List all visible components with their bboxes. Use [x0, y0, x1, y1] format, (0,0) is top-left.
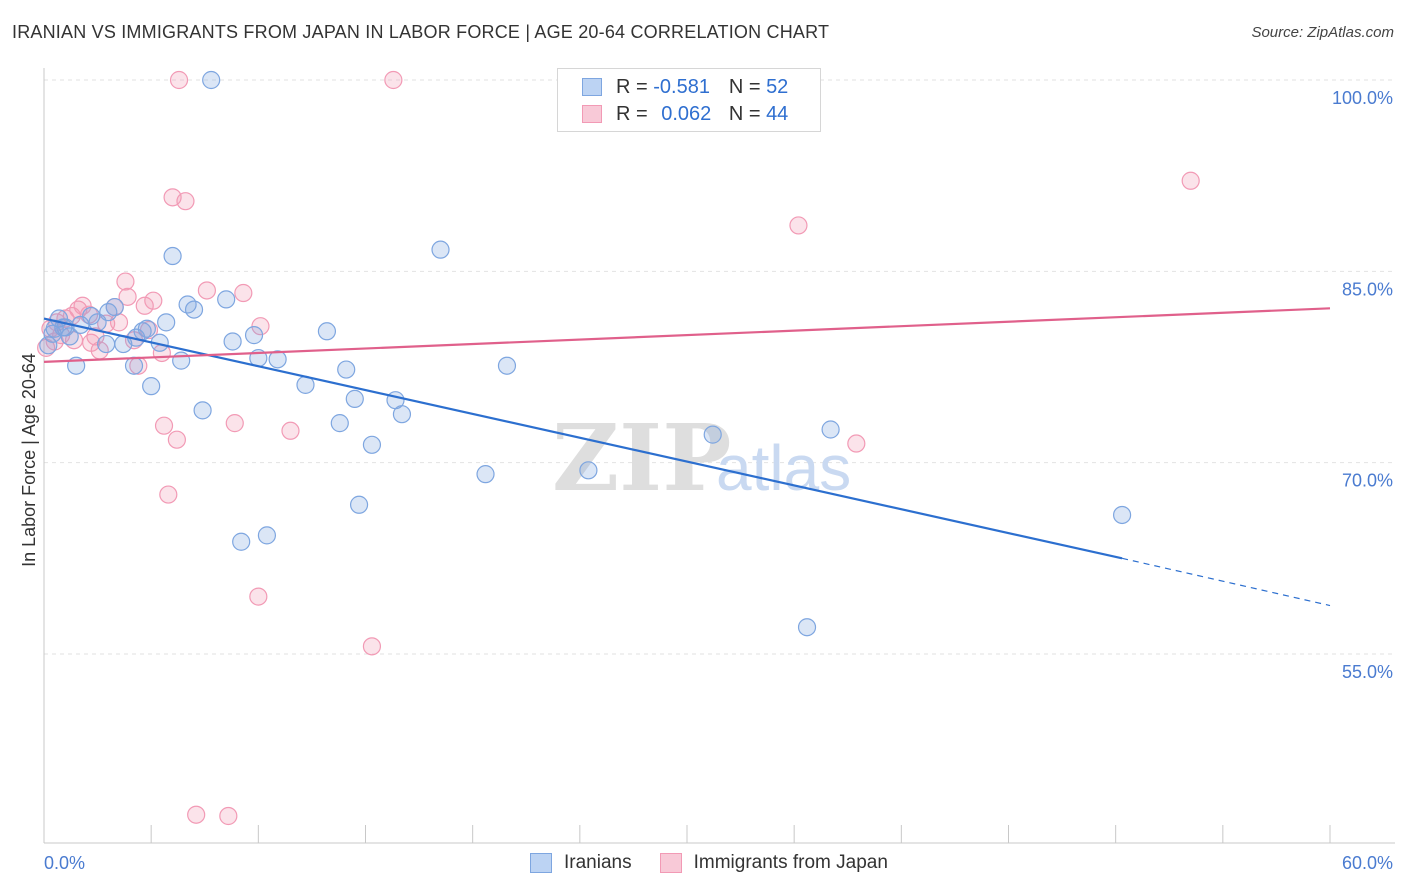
japan-point: [135, 296, 154, 315]
legend-r-label: R =: [616, 102, 648, 125]
data-points: [37, 70, 1200, 826]
y-tick-label: 70.0%: [1342, 471, 1393, 491]
legend-n-label: N =: [728, 75, 761, 98]
japan-trend-line: [43, 307, 1331, 363]
japan-point: [144, 291, 163, 310]
source-credit: Source: ZipAtlas.com: [1251, 24, 1394, 41]
iranian-point: [163, 246, 182, 266]
chart-title: IRANIAN VS IMMIGRANTS FROM JAPAN IN LABO…: [12, 22, 830, 42]
iranian-point: [184, 300, 204, 319]
japan-point: [159, 485, 178, 504]
japan-point: [116, 272, 135, 291]
iranian-point: [244, 326, 264, 345]
legend-swatch: [659, 853, 682, 873]
japan-point: [197, 281, 216, 300]
iranian-point: [97, 334, 116, 354]
iranian-point: [257, 526, 277, 545]
japan-point: [118, 287, 137, 306]
tick-labels: 100.0% 85.0% 70.0% 55.0% 0.0% 60.0%: [44, 88, 1393, 873]
legend-r-value: -0.581: [653, 75, 710, 98]
iranian-point: [317, 322, 337, 341]
japan-point: [187, 805, 206, 824]
legend-swatch: [530, 853, 552, 873]
x-tick-label: 60.0%: [1342, 853, 1393, 873]
iranian-point: [172, 351, 191, 370]
iranian-point: [223, 332, 242, 351]
japan-point: [249, 587, 268, 606]
iranian-point: [39, 336, 58, 355]
stats-legend: R = -0.581 N = 52 R = 0.062 N = 44: [557, 68, 821, 132]
iranian-point: [124, 356, 144, 375]
iranian-point: [1112, 505, 1132, 525]
iranian-point: [392, 405, 412, 424]
iranian-point: [497, 356, 517, 375]
iranian-point: [703, 425, 722, 444]
iranian-point: [217, 290, 236, 309]
legend-item-iranians[interactable]: Iranians: [530, 852, 632, 874]
iranians-trend-line: [43, 317, 1123, 560]
iranian-point: [142, 377, 161, 396]
legend-swatch-japan: [582, 105, 602, 123]
legend-n-label: N =: [728, 102, 761, 125]
legend-label: Iranians: [564, 852, 632, 873]
iranian-point: [337, 360, 356, 379]
x-tick-label: 0.0%: [44, 853, 85, 873]
japan-point: [281, 421, 300, 440]
gridlines: [44, 79, 1395, 655]
japan-point: [251, 317, 270, 336]
japan-point: [847, 434, 866, 453]
legend-label: Immigrants from Japan: [693, 852, 888, 873]
iranian-point: [797, 618, 817, 637]
y-axis-label: In Labor Force | Age 20-64: [19, 353, 39, 567]
japan-point: [167, 430, 186, 449]
japan-point: [225, 414, 244, 433]
axes: [43, 68, 1395, 844]
series-legend: Iranians Immigrants from Japan: [530, 852, 916, 874]
iranian-point: [579, 461, 598, 480]
legend-n-value: 44: [766, 102, 789, 125]
iranian-point: [821, 420, 840, 439]
y-tick-label: 100.0%: [1332, 88, 1393, 108]
iranian-point: [193, 401, 212, 420]
iranian-point: [137, 319, 156, 338]
legend-item-japan[interactable]: Immigrants from Japan: [659, 852, 888, 874]
iranian-point: [362, 435, 382, 454]
japan-point: [82, 333, 101, 352]
watermark: ZIP atlas: [552, 404, 851, 512]
y-tick-label: 55.0%: [1342, 662, 1393, 682]
japan-point: [154, 416, 174, 435]
iranian-point: [330, 414, 349, 433]
japan-point: [234, 283, 253, 303]
y-tick-label: 85.0%: [1342, 279, 1393, 299]
iranian-point: [349, 495, 369, 514]
japan-point: [362, 637, 382, 656]
japan-point: [1181, 171, 1200, 190]
legend-row-iranians: R = -0.581 N = 52: [582, 74, 788, 100]
japan-point: [176, 192, 195, 211]
iranian-point: [105, 297, 124, 317]
legend-r-label: R =: [616, 75, 648, 98]
japan-point: [169, 70, 189, 90]
iranians-trend-extension: [1121, 557, 1331, 607]
legend-r-value: 0.062: [661, 102, 712, 125]
iranian-point: [268, 350, 287, 369]
iranian-point: [476, 465, 495, 484]
legend-row-japan: R = 0.062 N = 44: [582, 101, 788, 127]
legend-n-value: 52: [766, 75, 789, 98]
iranian-point: [232, 532, 251, 551]
japan-point: [384, 70, 403, 90]
iranian-point: [202, 70, 221, 90]
japan-point: [219, 806, 238, 826]
watermark-zip: ZIP: [552, 404, 731, 512]
iranian-point: [345, 389, 364, 408]
legend-swatch-iranians: [582, 78, 602, 96]
japan-point: [789, 216, 808, 235]
iranian-point: [431, 240, 450, 259]
trend-lines: [43, 307, 1331, 607]
iranian-point: [157, 313, 176, 332]
